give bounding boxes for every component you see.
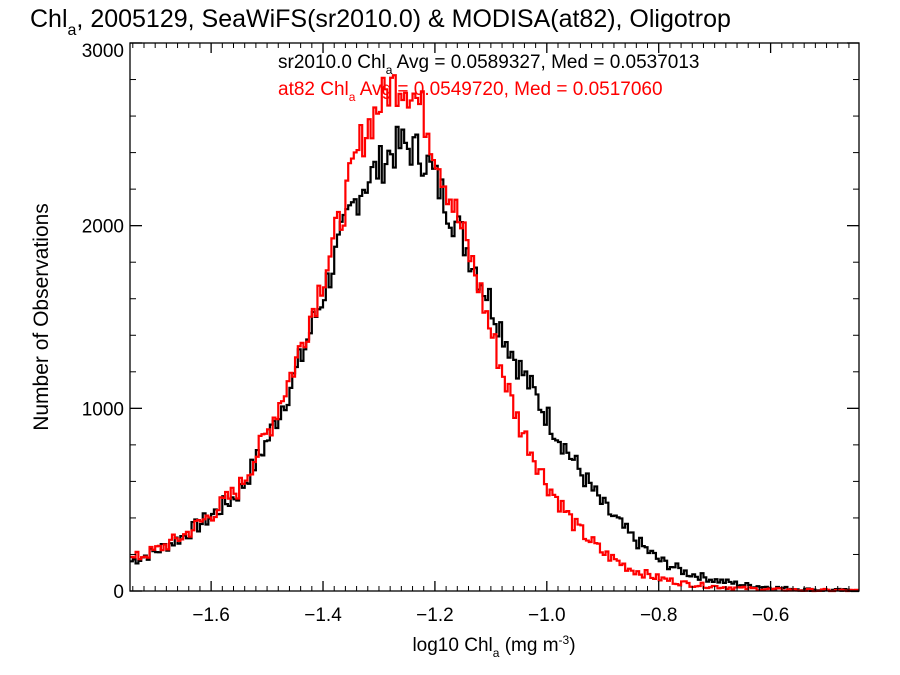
legend-entry-sr2010: sr2010.0 Chla Avg = 0.0589327, Med = 0.0…: [278, 52, 700, 77]
chart-title: Chla, 2005129, SeaWiFS(sr2010.0) & MODIS…: [30, 5, 731, 39]
series-line-sr2010.0: [130, 125, 859, 593]
x-tick-label: −1.2: [416, 605, 454, 626]
y-tick-label: 2000: [82, 217, 124, 238]
x-label-sup: -3: [559, 633, 570, 647]
legend-at82-sub: a: [349, 90, 356, 104]
series-at82: [130, 74, 859, 593]
plot-frame: [129, 42, 860, 592]
x-tick-label: −0.8: [640, 605, 678, 626]
x-label-main: log10 Chl: [412, 635, 492, 656]
y-tick-label: 1000: [82, 399, 124, 420]
tick-layer: −1.6 −1.4 −1.2 −1.0 −0.8 −0.6 0 1000 2000 3000: [82, 41, 859, 626]
x-tick-label: −1.0: [528, 605, 566, 626]
legend-sr2010-post: Avg = 0.0589327, Med = 0.0537013: [392, 52, 699, 73]
x-tick-label: −1.6: [192, 605, 230, 626]
title-rest: , 2005129, SeaWiFS(sr2010.0) & MODISA(at…: [76, 5, 730, 33]
series-sr2010.0: [130, 125, 859, 593]
series-layer: [130, 74, 859, 593]
x-label-unit: (mg m: [499, 635, 558, 656]
title-prefix: Chl: [30, 5, 68, 33]
y-axis-label: Number of Observations: [30, 203, 53, 431]
legend-sr2010-pre: sr2010.0 Chl: [278, 52, 386, 73]
x-tick-label: −0.6: [752, 605, 790, 626]
x-label-sub: a: [493, 646, 500, 660]
y-tick-label: 3000: [82, 41, 124, 62]
legend-at82-pre: at82 Chl: [278, 79, 349, 100]
legend-entry-at82: at82 Chla Avg = 0.0549720, Med = 0.05170…: [278, 79, 663, 104]
title-subscript: a: [68, 22, 77, 39]
y-tick-label: 0: [113, 582, 124, 603]
x-axis-label: log10 Chla (mg m-3): [412, 633, 575, 660]
x-tick-label: −1.4: [304, 605, 342, 626]
legend-at82-post: Avg = 0.0549720, Med = 0.0517060: [355, 79, 662, 100]
legend-sr2010-sub: a: [386, 63, 393, 77]
series-line-at82: [130, 74, 859, 593]
x-label-end: ): [569, 635, 575, 656]
